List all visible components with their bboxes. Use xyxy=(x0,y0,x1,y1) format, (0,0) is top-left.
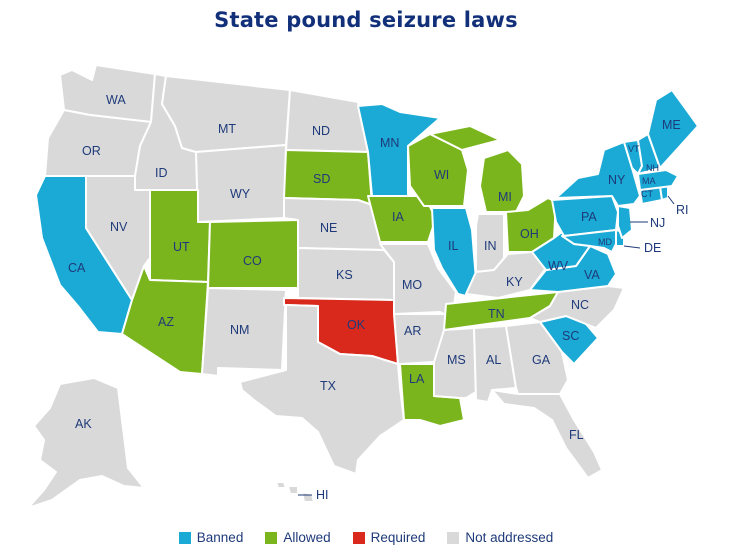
state-nd[interactable] xyxy=(285,89,369,153)
label-oh: OH xyxy=(520,227,539,241)
state-ia[interactable] xyxy=(367,195,437,243)
legend-item-not-addressed: Not addressed xyxy=(447,530,553,545)
label-mi: MI xyxy=(498,190,512,204)
label-ct: CT xyxy=(641,189,653,199)
label-fl: FL xyxy=(569,428,584,442)
state-nc[interactable] xyxy=(529,285,625,329)
label-pa: PA xyxy=(581,210,597,224)
label-id: ID xyxy=(155,166,168,180)
label-va: VA xyxy=(584,268,600,282)
state-nh[interactable] xyxy=(637,133,661,175)
legend-swatch-allowed xyxy=(265,531,278,544)
state-nj[interactable] xyxy=(617,205,633,239)
callout-de-line xyxy=(623,245,641,249)
label-ks: KS xyxy=(336,268,353,282)
state-fl[interactable] xyxy=(491,389,603,479)
label-ca: CA xyxy=(68,261,86,275)
legend-item-required: Required xyxy=(352,530,426,545)
label-tx: TX xyxy=(320,379,337,393)
map-title: State pound seizure laws xyxy=(214,8,518,32)
label-ms: MS xyxy=(447,353,466,367)
state-tx[interactable] xyxy=(239,304,405,475)
callout-ri-line xyxy=(667,195,675,205)
legend-swatch-required xyxy=(352,531,365,544)
label-ne: NE xyxy=(320,221,337,235)
label-nc: NC xyxy=(571,298,589,312)
label-nh: NH xyxy=(646,163,659,173)
label-nm: NM xyxy=(230,323,249,337)
label-or: OR xyxy=(82,144,101,158)
label-al: AL xyxy=(486,353,501,367)
label-de: DE xyxy=(644,241,661,255)
state-wy[interactable] xyxy=(195,144,287,223)
label-ky: KY xyxy=(506,275,523,289)
legend-label-allowed: Allowed xyxy=(283,530,331,545)
label-ok: OK xyxy=(347,318,366,332)
state-mi[interactable] xyxy=(429,125,525,213)
label-sd: SD xyxy=(313,172,330,186)
legend-swatch-not-addressed xyxy=(447,531,460,544)
label-nv: NV xyxy=(110,220,128,234)
state-ak[interactable] xyxy=(27,377,145,509)
legend: Banned Allowed Required Not addressed xyxy=(0,530,732,545)
legend-label-not-addressed: Not addressed xyxy=(465,530,554,545)
label-ak: AK xyxy=(75,417,92,431)
state-mt[interactable] xyxy=(161,75,291,153)
label-mo: MO xyxy=(402,278,422,292)
label-az: AZ xyxy=(158,315,174,329)
label-ar: AR xyxy=(404,324,421,338)
state-nm[interactable] xyxy=(201,287,287,377)
state-or[interactable] xyxy=(44,109,152,177)
state-me[interactable] xyxy=(647,89,699,169)
label-wi: WI xyxy=(434,168,449,182)
legend-swatch-banned xyxy=(178,531,191,544)
label-vt: VT xyxy=(628,144,640,154)
label-wy: WY xyxy=(230,187,251,201)
state-il[interactable] xyxy=(431,207,477,297)
label-il: IL xyxy=(448,239,458,253)
legend-label-banned: Banned xyxy=(196,530,244,545)
state-hi[interactable] xyxy=(275,481,315,503)
state-ma[interactable] xyxy=(637,169,679,191)
label-ut: UT xyxy=(173,240,190,254)
label-md: MD xyxy=(598,237,612,247)
label-sc: SC xyxy=(562,329,579,343)
label-wa: WA xyxy=(106,93,126,107)
label-in: IN xyxy=(484,239,497,253)
label-ri: RI xyxy=(676,203,689,217)
label-tn: TN xyxy=(488,307,505,321)
label-wv: WV xyxy=(548,259,569,273)
legend-item-allowed: Allowed xyxy=(265,530,331,545)
label-ma: MA xyxy=(642,176,656,186)
label-ny: NY xyxy=(608,173,626,187)
label-co: CO xyxy=(243,254,262,268)
label-la: LA xyxy=(409,372,425,386)
label-nj: NJ xyxy=(650,216,665,230)
label-ga: GA xyxy=(532,353,551,367)
label-mn: MN xyxy=(380,136,399,150)
legend-item-banned: Banned xyxy=(178,530,244,545)
legend-label-required: Required xyxy=(370,530,426,545)
label-ia: IA xyxy=(392,210,404,224)
label-me: ME xyxy=(662,118,681,132)
label-hi: HI xyxy=(316,488,329,502)
label-mt: MT xyxy=(218,122,236,136)
label-nd: ND xyxy=(312,124,330,138)
